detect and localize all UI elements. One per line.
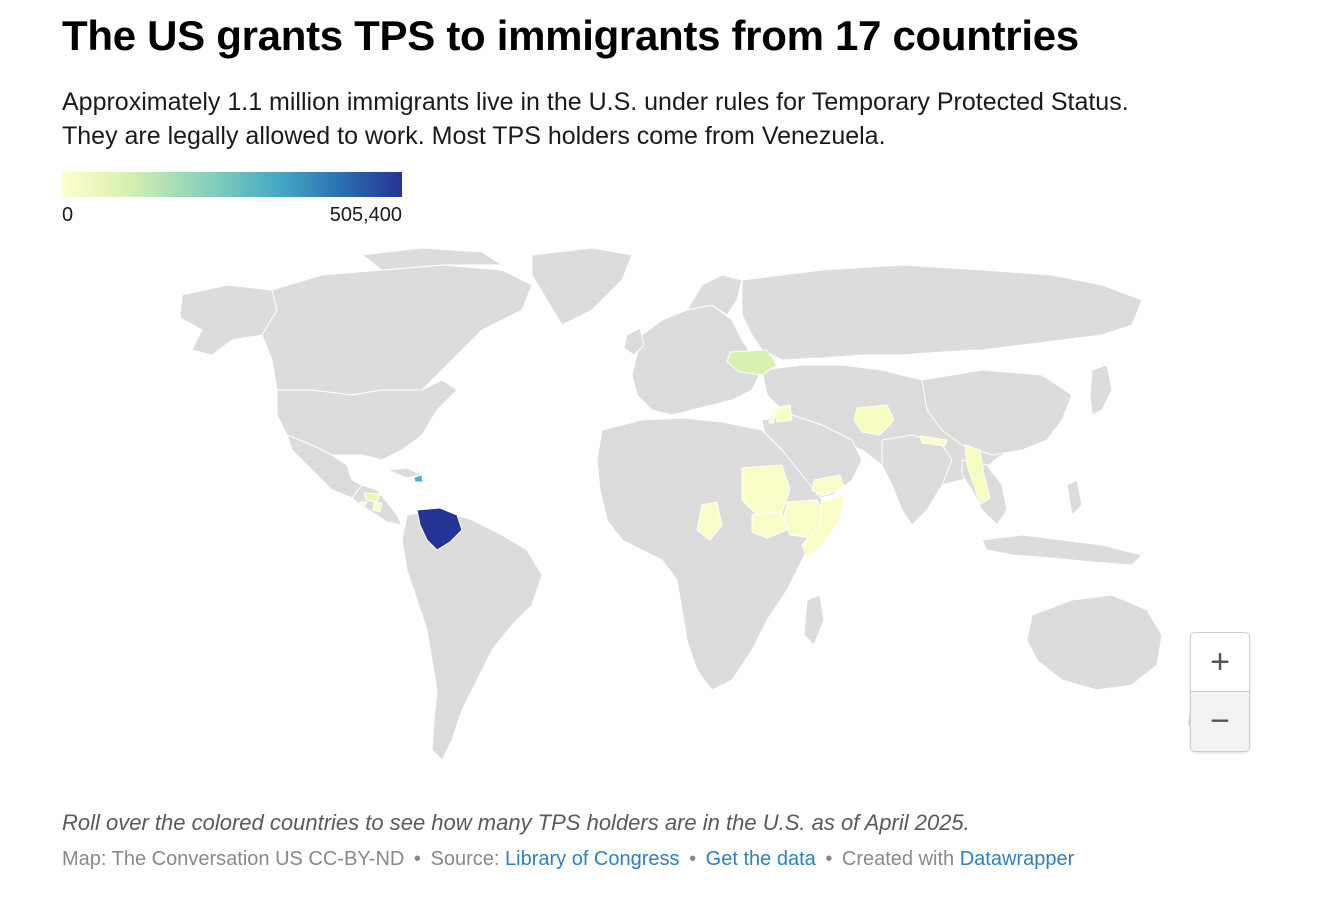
country-syria[interactable] <box>773 404 793 423</box>
zoom-out-button[interactable]: − <box>1191 691 1249 750</box>
color-legend: 0 505,400 <box>62 172 402 228</box>
country-alaska[interactable] <box>179 284 278 356</box>
hover-note: Roll over the colored countries to see h… <box>62 810 970 835</box>
country-sudan[interactable] <box>741 464 791 516</box>
legend-max-label: 505,400 <box>329 204 402 226</box>
country-philippines[interactable] <box>1066 479 1083 517</box>
country-uk[interactable] <box>623 327 645 356</box>
country-australia[interactable] <box>1026 594 1163 691</box>
separator-2: • <box>689 848 697 870</box>
country-afghanistan[interactable] <box>853 404 895 436</box>
country-nicaragua[interactable] <box>372 502 383 513</box>
separator-3: • <box>825 848 833 870</box>
country-canada[interactable] <box>261 264 533 396</box>
country-scandinavia[interactable] <box>685 274 743 316</box>
zoom-in-button[interactable]: + <box>1191 633 1249 691</box>
country-africa[interactable] <box>596 417 823 691</box>
zoom-controls: + − <box>1190 632 1250 752</box>
country-venezuela[interactable] <box>416 507 463 551</box>
country-indonesia[interactable] <box>981 534 1143 566</box>
country-south-sudan[interactable] <box>751 511 788 539</box>
source-label: Source: <box>430 848 500 870</box>
country-yemen[interactable] <box>811 474 845 497</box>
created-with-label: Created with <box>841 848 955 870</box>
subtitle-line-1: Approximately 1.1 million immigrants liv… <box>62 88 1129 116</box>
country-haiti[interactable] <box>413 474 424 483</box>
chart-title: The US grants TPS to immigrants from 17 … <box>62 12 1079 59</box>
country-india[interactable] <box>881 434 953 526</box>
country-madagascar[interactable] <box>803 594 825 646</box>
country-somalia[interactable] <box>801 494 845 559</box>
subtitle-line-2: They are legally allowed to work. Most T… <box>62 122 886 150</box>
world-map[interactable] <box>62 240 1262 780</box>
source-link[interactable]: Library of Congress <box>505 848 680 870</box>
country-myanmar[interactable] <box>964 444 991 506</box>
country-greenland[interactable] <box>531 247 633 326</box>
country-cameroon[interactable] <box>696 501 723 541</box>
country-honduras[interactable] <box>363 492 381 503</box>
country-russia[interactable] <box>741 264 1143 361</box>
country-lebanon[interactable] <box>768 415 775 424</box>
separator-1: • <box>413 848 421 870</box>
footer-credits: Map: The Conversation US CC-BY-ND • Sour… <box>62 848 1074 871</box>
legend-gradient-bar <box>62 172 402 197</box>
country-canada-islands[interactable] <box>360 247 504 271</box>
country-china[interactable] <box>921 369 1073 456</box>
country-nepal[interactable] <box>919 435 948 447</box>
credit-text: Map: The Conversation US CC-BY-ND <box>62 848 405 870</box>
country-ukraine[interactable] <box>726 349 778 376</box>
chart-subtitle: Approximately 1.1 million immigrants liv… <box>62 85 1292 153</box>
country-south-america[interactable] <box>401 509 543 761</box>
country-japan[interactable] <box>1089 364 1113 416</box>
country-el-salvador[interactable] <box>358 501 368 507</box>
get-data-link[interactable]: Get the data <box>705 848 816 870</box>
datawrapper-link[interactable]: Datawrapper <box>959 848 1075 870</box>
legend-min-label: 0 <box>62 204 74 226</box>
